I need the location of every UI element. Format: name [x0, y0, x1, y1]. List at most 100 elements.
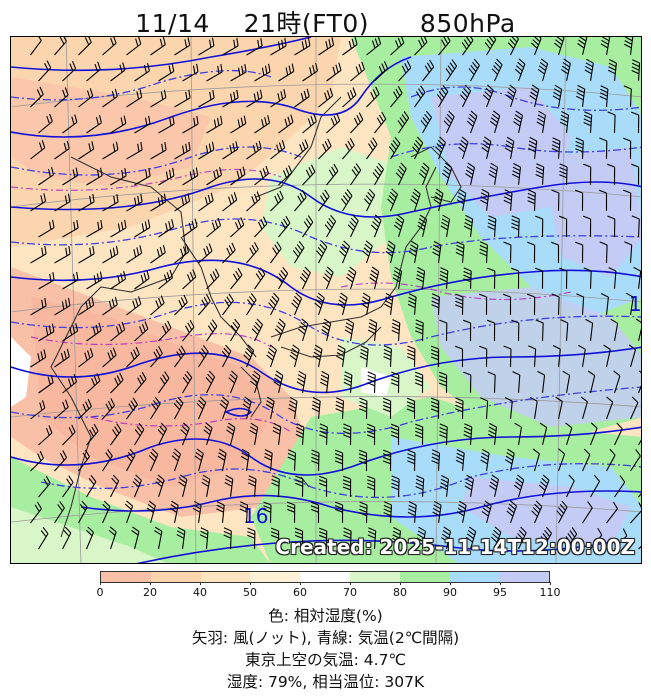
- wind-barb: [395, 162, 407, 186]
- wind-barb: [276, 266, 289, 290]
- wind-barb: [526, 241, 536, 264]
- wind-barb: [146, 500, 156, 524]
- wind-barb: [62, 374, 78, 394]
- wind-barb: [466, 110, 478, 134]
- wind-barb: [270, 190, 284, 212]
- wind-barb: [86, 167, 103, 186]
- colorbar-tick-label: 70: [343, 586, 357, 599]
- wind-barb: [198, 243, 213, 264]
- wind-barb: [287, 449, 297, 472]
- wind-barb: [158, 219, 175, 238]
- wind-barb: [535, 163, 545, 186]
- wind-barb: [514, 58, 526, 82]
- wind-barb: [198, 37, 215, 56]
- wind-barb: [374, 61, 389, 82]
- wind-barb: [630, 449, 641, 472]
- wind-barb: [150, 295, 165, 316]
- wind-barb: [382, 449, 392, 472]
- title-level: 850hPa: [419, 9, 516, 38]
- wind-barb: [505, 448, 515, 472]
- wind-barb: [278, 114, 294, 134]
- wind-barb: [514, 422, 523, 446]
- wind-barb: [555, 396, 563, 420]
- wind-barb: [292, 240, 305, 264]
- wind-barb: [370, 214, 382, 238]
- wind-barb: [54, 348, 70, 368]
- wind-barb: [182, 167, 199, 186]
- wind-barb: [321, 318, 332, 342]
- wind-barb: [556, 500, 568, 524]
- wind-barb: [455, 293, 464, 316]
- wind-barb: [438, 37, 451, 56]
- wind-barb: [182, 319, 195, 342]
- wind-barb: [481, 136, 492, 160]
- wind-barb: [439, 319, 448, 342]
- wind-barb: [134, 219, 151, 238]
- wind-barb: [552, 345, 561, 368]
- wind-barb: [366, 423, 376, 446]
- wind-barb: [289, 344, 300, 368]
- map-title: 11/14 21時(FT0) 850hPa: [0, 4, 651, 40]
- wind-barb: [310, 501, 320, 523]
- wind-barb: [294, 37, 311, 56]
- wind-barb: [416, 266, 426, 290]
- wind-barb: [78, 37, 92, 56]
- wind-barb: [230, 318, 241, 342]
- title-date: 11/14: [135, 9, 210, 38]
- wind-barb: [487, 267, 496, 290]
- wind-barb: [126, 141, 143, 160]
- colorbar-tick-mark: [399, 582, 401, 585]
- wind-barb: [78, 193, 95, 212]
- wind-barb: [598, 189, 608, 211]
- wind-barb: [407, 293, 417, 316]
- wind-barb: [407, 345, 416, 368]
- wind-barb: [30, 400, 46, 420]
- wind-barb: [606, 501, 618, 524]
- wind-barb: [631, 111, 640, 134]
- wind-barb: [324, 214, 337, 238]
- wind-barb: [574, 189, 584, 212]
- wind-barb: [454, 345, 464, 367]
- wind-barb: [320, 370, 330, 394]
- weather-map: 16 1 Created: 2025-11-14T12:00:00Z: [10, 36, 642, 564]
- wind-barb: [484, 37, 497, 56]
- wind-barb: [240, 448, 250, 472]
- wind-barb: [346, 266, 357, 290]
- wind-barb: [511, 215, 520, 238]
- wind-barb: [623, 189, 632, 212]
- wind-barb: [171, 448, 182, 472]
- colorbar-tick-mark: [450, 582, 451, 585]
- wind-barb: [62, 271, 79, 290]
- wind-barb: [291, 292, 303, 316]
- wind-barb: [512, 371, 521, 394]
- wind-barb: [443, 110, 455, 134]
- wind-barb: [30, 501, 42, 524]
- wind-barb: [198, 192, 214, 212]
- wind-barb: [422, 59, 435, 82]
- wind-barb: [513, 110, 524, 134]
- wind-barb: [102, 88, 118, 108]
- wind-barb: [182, 370, 193, 394]
- wind-barb: [222, 141, 239, 160]
- wind-barb: [459, 84, 472, 108]
- wind-barb: [347, 214, 359, 238]
- wind-barb: [62, 114, 78, 134]
- wind-barb: [366, 37, 382, 56]
- wind-barb: [250, 370, 261, 394]
- wind-barb: [462, 319, 472, 342]
- wind-barb: [368, 318, 378, 342]
- wind-barb: [126, 397, 138, 420]
- wind-barb: [126, 245, 143, 264]
- wind-barb: [608, 267, 617, 290]
- wind-barb: [637, 370, 641, 394]
- wind-barb: [222, 242, 236, 264]
- wind-barb: [631, 215, 640, 238]
- wind-barb: [552, 84, 563, 108]
- wind-barb: [102, 194, 119, 212]
- wind-barb: [629, 396, 639, 420]
- wind-barb: [431, 449, 441, 472]
- colorbar-tick-mark: [300, 582, 301, 585]
- wind-barb: [599, 241, 608, 264]
- wind-barb: [302, 164, 316, 186]
- wind-barb: [228, 370, 238, 394]
